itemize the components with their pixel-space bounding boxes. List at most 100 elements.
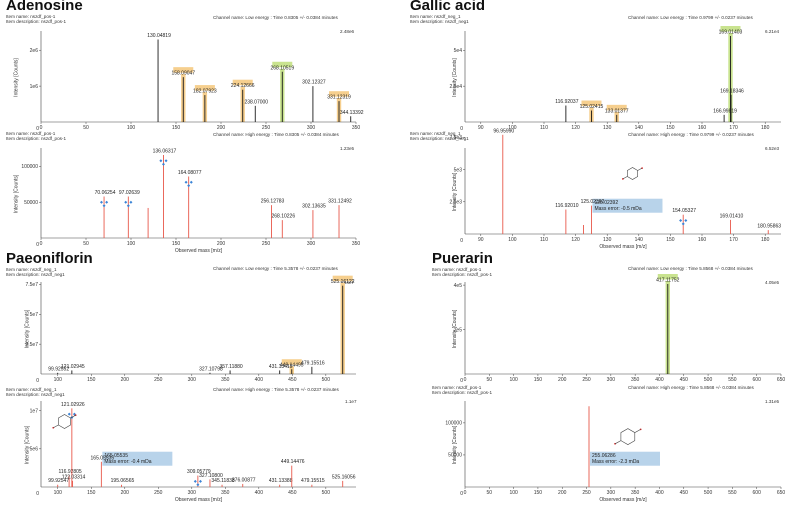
x-tick-label: 100 bbox=[509, 377, 518, 383]
x-tick-label: 150 bbox=[172, 241, 181, 247]
x-tick-label: 0 bbox=[40, 125, 43, 131]
peak-label: 169.18346 bbox=[720, 88, 744, 94]
x-tick-label: 150 bbox=[87, 490, 96, 496]
y-tick-label: 2e6 bbox=[30, 48, 39, 54]
x-tick-label: 170 bbox=[729, 125, 738, 131]
mass-annotation-error: Mass error: -0.4 mDa bbox=[104, 459, 151, 465]
x-tick-label: 400 bbox=[255, 490, 264, 496]
item-info: Item name: nszdf_neg_1 Item description:… bbox=[410, 14, 469, 25]
x-tick-label: 150 bbox=[87, 377, 96, 383]
peak-label: 130.04819 bbox=[147, 33, 171, 39]
y-zero-label: 0 bbox=[36, 126, 39, 132]
y-axis-label: Intensity [Counts] bbox=[13, 58, 19, 97]
mass-annotation-error: Mass error: -2.3 mDa bbox=[592, 459, 639, 465]
peak-label: 238.07000 bbox=[244, 99, 268, 105]
peak-label-highlight bbox=[657, 274, 678, 280]
structure-icon-bond bbox=[70, 414, 76, 419]
fragment-marker-icon bbox=[196, 483, 200, 487]
max-intensity: 1.23e5 bbox=[340, 146, 355, 151]
x-tick-label: 450 bbox=[288, 490, 297, 496]
x-axis-label: Observed mass [m/z] bbox=[599, 497, 647, 503]
item-info: Item name: nszdf_neg_1 Item description:… bbox=[410, 131, 469, 142]
y-tick-label: 100000 bbox=[21, 164, 38, 170]
x-tick-label: 350 bbox=[352, 125, 361, 131]
y-tick-label: 5e3 bbox=[454, 167, 463, 173]
x-tick-label: 300 bbox=[607, 490, 616, 496]
x-tick-label: 300 bbox=[188, 490, 197, 496]
x-tick-label: 100 bbox=[54, 490, 63, 496]
y-tick-label: 7.5e7 bbox=[25, 282, 38, 288]
peak-label: 224.12666 bbox=[231, 83, 255, 89]
peak-label-highlight bbox=[272, 61, 293, 68]
x-axis-label: Observed mass [m/z] bbox=[175, 497, 223, 503]
x-tick-label: 650 bbox=[777, 490, 786, 496]
peak-label: 99.92552 bbox=[48, 366, 69, 372]
fragment-marker-icon bbox=[99, 200, 103, 204]
y-tick-label: 1e7 bbox=[30, 408, 39, 414]
channel-label: Channel name: Low energy : Time 5.8568 +… bbox=[628, 266, 753, 271]
x-tick-label: 180 bbox=[761, 237, 770, 243]
peak-label: 331.12492 bbox=[328, 199, 352, 205]
x-tick-label: 50 bbox=[83, 241, 89, 247]
peak-label-highlight bbox=[194, 85, 215, 91]
y-axis-label: Intensity [Counts] bbox=[13, 174, 19, 213]
mass-annotation-mz: 125.02392 bbox=[594, 200, 618, 206]
x-tick-label: 500 bbox=[322, 377, 331, 383]
x-tick-label: 400 bbox=[655, 490, 664, 496]
item-name: Item name: nszdf_pos-1 bbox=[432, 385, 482, 390]
x-tick-label: 120 bbox=[571, 237, 580, 243]
peak-label: 256.12783 bbox=[261, 199, 285, 205]
peak-label: 331.12319 bbox=[327, 95, 351, 101]
peak-label: 169.01403 bbox=[719, 30, 743, 36]
y-zero-label: 0 bbox=[460, 491, 463, 497]
peak-label: 449.14495 bbox=[280, 363, 304, 369]
channel-label: Channel name: High energy : Time 5.8568 … bbox=[628, 385, 754, 390]
fragment-marker-icon bbox=[102, 204, 106, 208]
y-zero-label: 0 bbox=[460, 378, 463, 384]
x-tick-label: 500 bbox=[704, 490, 713, 496]
max-intensity: 7.54e7 bbox=[340, 280, 355, 285]
item-description: Item description: nszdf_pos-1 bbox=[6, 19, 67, 25]
item-info: Item name: nszdf_neg_1 Item description:… bbox=[6, 387, 65, 398]
compound-title: Puerarin bbox=[432, 250, 493, 267]
x-tick-label: 350 bbox=[631, 490, 640, 496]
y-tick-label: 100000 bbox=[445, 421, 462, 427]
peak-label: 99.92547 bbox=[48, 478, 69, 484]
mass-annotation-mz: 165.05535 bbox=[104, 453, 128, 459]
x-tick-label: 500 bbox=[322, 490, 331, 496]
x-tick-label: 400 bbox=[255, 377, 264, 383]
fragment-marker-icon bbox=[187, 184, 191, 188]
item-description: Item description: nszdf_pos-1 bbox=[432, 272, 493, 278]
peak-label: 431.13415 bbox=[269, 364, 293, 370]
structure-icon-bond bbox=[53, 424, 59, 429]
peak-label: 525.16056 bbox=[332, 474, 356, 480]
y-tick-label: 2.5e3 bbox=[449, 199, 462, 205]
peak-label: 116.92010 bbox=[555, 203, 578, 209]
x-tick-label: 0 bbox=[464, 490, 467, 496]
x-tick-label: 300 bbox=[307, 241, 316, 247]
mass-annotation-mz: 255.06286 bbox=[592, 453, 616, 459]
y-tick-label: 2.5e4 bbox=[449, 84, 462, 90]
y-tick-label: 5e7 bbox=[30, 312, 39, 318]
peak-label: 525.16122 bbox=[331, 279, 355, 285]
peak-label: 121.02945 bbox=[61, 364, 85, 370]
peak-label: 136.06317 bbox=[153, 149, 177, 155]
peak-label: 431.13388 bbox=[269, 478, 293, 484]
peak-label: 165.05535 bbox=[91, 455, 115, 461]
x-tick-label: 100 bbox=[509, 490, 518, 496]
x-tick-label: 130 bbox=[603, 125, 612, 131]
x-tick-label: 200 bbox=[121, 377, 130, 383]
x-tick-label: 200 bbox=[217, 241, 226, 247]
max-intensity: 6.21e4 bbox=[765, 29, 780, 34]
x-tick-label: 350 bbox=[631, 377, 640, 383]
y-zero-label: 0 bbox=[36, 378, 39, 384]
peak-label: 125.02392 bbox=[581, 199, 605, 205]
x-tick-label: 200 bbox=[121, 490, 130, 496]
peak-label: 97.02639 bbox=[119, 190, 140, 196]
compound-title: Paeoniflorin bbox=[6, 250, 93, 267]
y-zero-label: 0 bbox=[460, 238, 463, 244]
item-description: Item description: nszdf_neg1 bbox=[410, 19, 469, 25]
peak-label: 479.15515 bbox=[301, 478, 325, 484]
